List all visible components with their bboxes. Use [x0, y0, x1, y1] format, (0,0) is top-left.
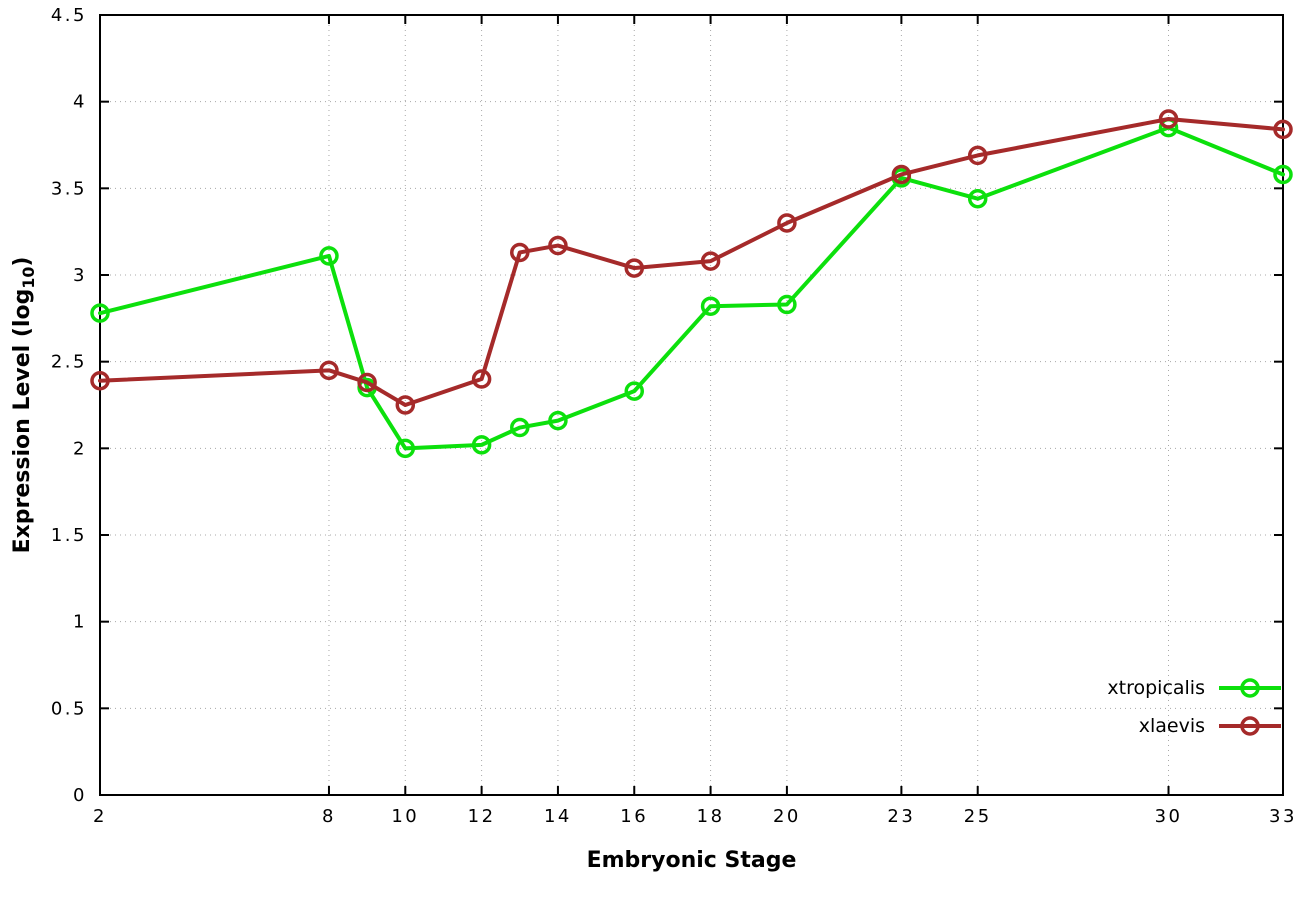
data-marker-xlaevis	[471, 369, 492, 389]
data-marker-xlaevis	[395, 395, 416, 415]
legend-marker-xlaevis	[1240, 716, 1260, 736]
y-tick-label: 4	[73, 92, 87, 113]
x-tick-label: 8	[322, 806, 336, 827]
x-tick-label: 14	[544, 806, 572, 827]
y-tick-label: 1	[73, 612, 87, 633]
data-marker-xlaevis	[1158, 109, 1179, 129]
y-tick-label: 4.5	[51, 5, 87, 26]
legend-marker-xtropicalis	[1240, 678, 1260, 698]
data-marker-xlaevis	[624, 258, 645, 278]
legend-sample-xtropicalis	[1219, 678, 1281, 698]
data-marker-xlaevis	[967, 145, 988, 166]
legend-label-xlaevis: xlaevis	[1138, 715, 1205, 737]
data-marker-xtropicalis	[967, 188, 988, 209]
data-marker-xtropicalis	[777, 294, 797, 315]
x-axis-label: Embryonic Stage	[586, 848, 797, 873]
data-marker-xtropicalis	[90, 303, 110, 323]
x-tick-label: 18	[697, 806, 725, 827]
data-marker-xlaevis	[357, 372, 377, 393]
y-tick-label: 2	[73, 438, 87, 459]
data-marker-xtropicalis	[510, 417, 530, 438]
legend-item-xlaevis: xlaevis	[1139, 714, 1283, 738]
x-tick-label: 20	[773, 806, 801, 827]
x-tick-label: 23	[887, 806, 915, 827]
x-tick-label: 30	[1155, 806, 1183, 827]
y-tick-label: 2.5	[51, 352, 87, 373]
data-marker-xtropicalis	[395, 438, 416, 459]
y-axis-label-subscript: 10	[19, 266, 39, 289]
data-marker-xlaevis	[510, 242, 530, 263]
series-line-xtropicalis	[98, 125, 1285, 451]
data-marker-xtropicalis	[471, 435, 492, 455]
data-marker-xlaevis	[90, 370, 110, 391]
x-tick-label: 16	[620, 806, 648, 827]
data-marker-xlaevis	[548, 235, 568, 256]
x-tick-label: 12	[468, 806, 496, 827]
plot-border	[99, 14, 1284, 796]
data-marker-xlaevis	[891, 164, 912, 185]
x-tick-label: 2	[93, 806, 107, 827]
y-tick-label: 0	[73, 785, 87, 806]
data-marker-xtropicalis	[548, 410, 568, 431]
data-marker-xtropicalis	[319, 246, 339, 266]
y-tick-label: 3.5	[51, 178, 87, 199]
legend-label-xtropicalis: xtropicalis	[1107, 677, 1205, 699]
y-axis-label-text: Expression Level (log	[9, 288, 35, 554]
x-tick-label: 10	[391, 806, 419, 827]
data-marker-xtropicalis	[1273, 164, 1293, 185]
data-marker-xlaevis	[700, 251, 721, 271]
legend: xtropicalis xlaevis	[1107, 676, 1283, 738]
y-tick-label: 0.5	[51, 698, 87, 719]
y-axis-label: Expression Level (log10)	[10, 257, 38, 554]
y-axis-label-close: )	[9, 256, 35, 267]
y-tick-label: 3	[73, 265, 87, 286]
y-tick-label: 1.5	[51, 525, 87, 546]
legend-item-xtropicalis: xtropicalis	[1107, 676, 1283, 700]
data-marker-xlaevis	[1273, 119, 1293, 140]
legend-sample-xlaevis	[1219, 716, 1281, 736]
x-tick-label: 33	[1269, 806, 1296, 827]
data-marker-xtropicalis	[624, 381, 645, 401]
data-marker-xlaevis	[777, 213, 797, 233]
data-marker-xtropicalis	[700, 296, 721, 316]
data-marker-xlaevis	[319, 360, 339, 381]
x-tick-label: 25	[964, 806, 992, 827]
